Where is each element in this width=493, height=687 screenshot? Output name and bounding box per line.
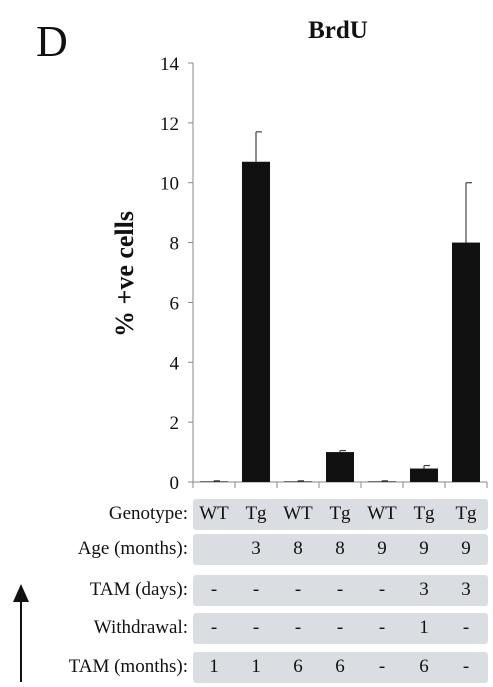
y-tick-label: 4 <box>170 353 180 374</box>
y-tick-label: 6 <box>170 293 180 314</box>
table-row: Age (months): 3 8 8 9 9 9 <box>0 534 493 566</box>
y-tick-label: 14 <box>160 54 180 75</box>
table-cell: Tg <box>413 503 435 524</box>
arrow-shaft <box>20 600 22 682</box>
row-band <box>193 499 488 530</box>
table-cell: 8 <box>335 538 345 559</box>
table-row: Genotype: WT Tg WT Tg WT Tg Tg <box>0 499 493 531</box>
arrow-up-icon <box>13 584 29 602</box>
panel-letter: D <box>36 17 68 66</box>
y-tick-label: 2 <box>170 413 180 434</box>
row-label: Withdrawal: <box>93 617 188 638</box>
table-cell: - <box>252 617 260 638</box>
table-cell: - <box>336 617 344 638</box>
table-cell: 9 <box>461 538 471 559</box>
table-cell: 3 <box>251 538 261 559</box>
bar <box>284 481 312 482</box>
table-cell: 8 <box>293 538 303 559</box>
table-cell: - <box>462 617 470 638</box>
row-band <box>193 575 488 606</box>
y-ticks: 0 2 4 6 8 10 12 14 <box>160 54 193 492</box>
table-row: TAM (days): - - - - - 3 3 <box>0 575 493 607</box>
row-label: TAM (months): <box>68 656 188 677</box>
table-cell: 1 <box>209 656 219 677</box>
table-cell: Tg <box>245 503 267 524</box>
bar <box>326 452 354 482</box>
y-tick-label: 10 <box>160 174 179 195</box>
table-cell: - <box>378 579 386 600</box>
bar <box>410 468 438 482</box>
table-cell: 6 <box>335 656 345 677</box>
table-cell: WT <box>367 503 397 524</box>
table-cell: WT <box>283 503 313 524</box>
row-band <box>193 613 488 644</box>
error-bars <box>213 131 472 482</box>
y-tick-label: 8 <box>170 234 180 255</box>
table-cell: - <box>336 579 344 600</box>
chart-title: BrdU <box>308 17 368 44</box>
table-cell: - <box>462 656 470 677</box>
x-ticks <box>192 482 488 488</box>
bars <box>200 161 480 482</box>
row-band <box>193 534 488 565</box>
table-cell: - <box>210 579 218 600</box>
table-cell: 6 <box>419 656 429 677</box>
table-cell: - <box>294 579 302 600</box>
table-cell: - <box>210 617 218 638</box>
bar <box>242 161 270 482</box>
table-cell: 9 <box>419 538 429 559</box>
table-cell: 9 <box>377 538 387 559</box>
table-cell: Tg <box>455 503 477 524</box>
row-label: TAM (days): <box>89 579 188 600</box>
row-label: Genotype: <box>108 503 188 524</box>
y-tick-label: 12 <box>160 114 179 135</box>
table-cell: Tg <box>329 503 351 524</box>
table-cell: - <box>378 656 386 677</box>
row-label: Age (months): <box>77 538 188 559</box>
bar <box>452 242 480 482</box>
table-cell: 1 <box>419 617 429 638</box>
table-row: TAM (months): 1 1 6 6 - 6 - <box>0 652 493 684</box>
table-cell: 1 <box>251 656 261 677</box>
bar <box>200 481 228 482</box>
table-cell: 3 <box>419 579 429 600</box>
row-band <box>193 652 488 683</box>
y-axis-label: % +ve cells <box>110 211 139 337</box>
bar-chart: D BrdU % +ve cells 0 2 4 6 8 10 12 14 <box>36 17 488 492</box>
y-tick-label: 0 <box>170 473 180 492</box>
table-cell: - <box>252 579 260 600</box>
bar <box>368 481 396 482</box>
table-row: Withdrawal: - - - - - 1 - <box>0 613 493 645</box>
table-cell: 3 <box>461 579 471 600</box>
table-cell: WT <box>199 503 229 524</box>
table-cell: 6 <box>293 656 303 677</box>
table-cell: - <box>294 617 302 638</box>
table-cell: - <box>378 617 386 638</box>
